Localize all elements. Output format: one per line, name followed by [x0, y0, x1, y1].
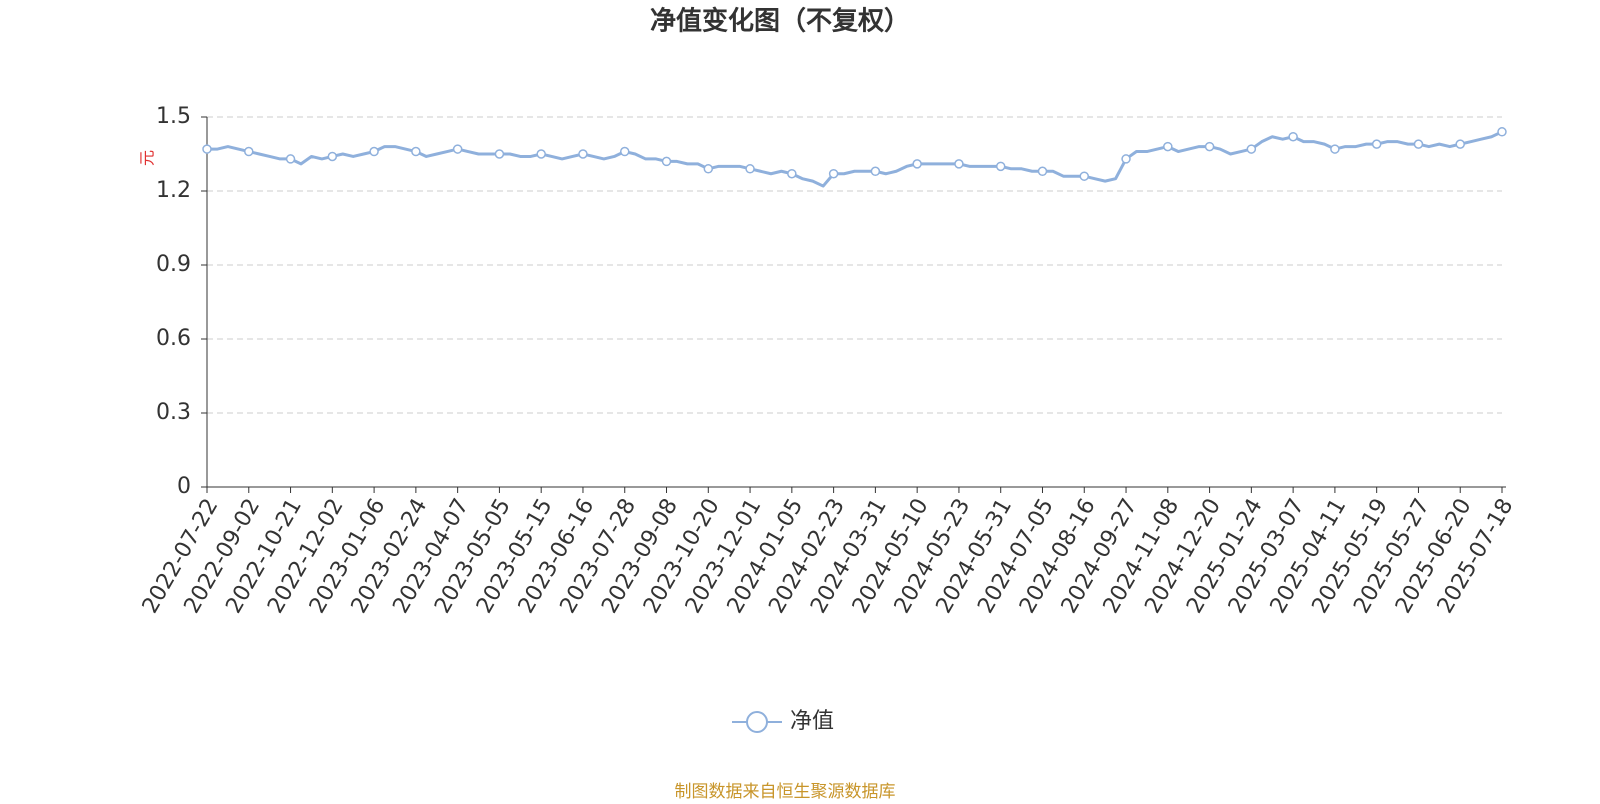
point-marker	[995, 161, 1006, 172]
point-marker	[1413, 139, 1424, 149]
y-tick-label: 0	[177, 474, 191, 499]
point-marker	[1288, 131, 1298, 142]
point-marker	[1371, 139, 1382, 149]
point-marker	[745, 164, 755, 174]
point-marker	[1246, 144, 1257, 154]
point-marker	[202, 144, 212, 154]
point-marker	[912, 159, 922, 169]
point-marker	[703, 164, 714, 174]
y-tick-label: 0.3	[156, 400, 191, 425]
y-tick-label: 0.6	[156, 326, 191, 351]
point-marker	[1204, 141, 1215, 152]
point-marker	[661, 156, 672, 167]
point-marker	[1079, 171, 1090, 181]
point-marker	[828, 168, 839, 179]
point-marker	[1121, 154, 1131, 164]
legend-label: 净值	[790, 709, 834, 734]
source-note: 制图数据来自恒生聚源数据库	[675, 782, 896, 800]
point-marker	[1037, 166, 1048, 177]
point-marker	[494, 149, 505, 159]
point-marker	[244, 146, 254, 157]
point-marker	[1330, 144, 1340, 154]
point-marker	[787, 168, 797, 179]
point-marker	[369, 146, 379, 157]
point-marker	[619, 146, 630, 157]
point-marker	[411, 146, 421, 157]
y-tick-label: 1.2	[156, 178, 191, 203]
y-axis-label: 元	[138, 150, 157, 166]
y-tick-label: 0.9	[156, 252, 191, 277]
point-marker	[578, 149, 588, 159]
legend-marker	[746, 711, 768, 733]
point-marker	[536, 149, 546, 159]
point-marker	[1455, 139, 1465, 149]
series-line	[207, 130, 1503, 188]
point-marker	[1497, 127, 1507, 137]
point-marker	[954, 159, 964, 169]
point-marker	[1163, 141, 1173, 152]
point-marker	[452, 144, 463, 154]
point-marker	[870, 166, 881, 177]
chart-title: 净值变化图（不复权）	[650, 6, 910, 37]
point-marker	[285, 154, 296, 164]
point-marker	[327, 151, 338, 162]
y-tick-label: 1.5	[156, 104, 191, 129]
